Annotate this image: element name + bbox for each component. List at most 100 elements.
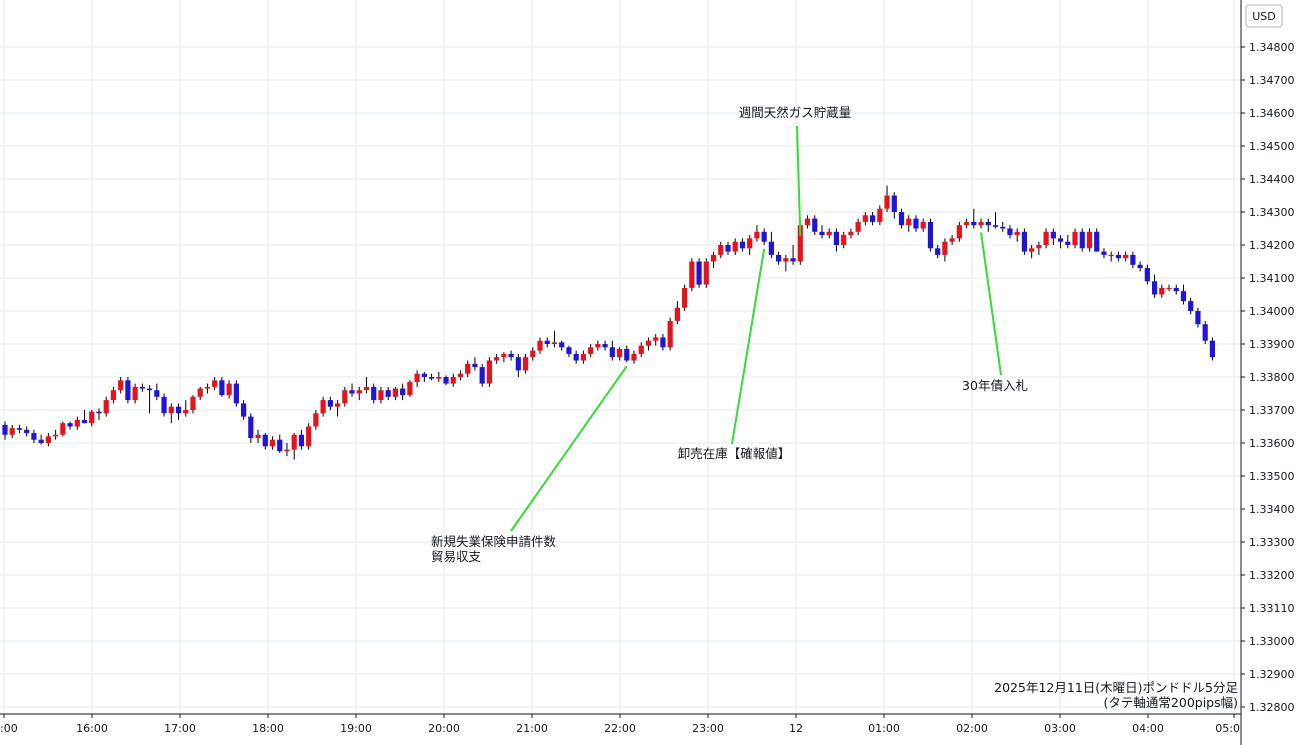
candle-body-down [927, 221, 934, 249]
candle-body-down [566, 347, 572, 354]
candle [631, 350, 637, 364]
candle-body-down [971, 221, 977, 226]
candle-body-up [291, 434, 297, 450]
time-axis[interactable]: :00 16:00 17:00 18:00 19:00 20:00 21:00 22:00 23… [0, 713, 1241, 735]
candle-body-down [161, 396, 167, 414]
candle [935, 245, 941, 259]
candle [645, 337, 652, 351]
candle [1209, 337, 1216, 361]
candle [508, 350, 514, 361]
candle-body-down [812, 218, 818, 232]
candle-body-up [797, 225, 803, 262]
candle-body-down [298, 434, 305, 447]
candle [89, 410, 95, 427]
candle [689, 258, 695, 292]
candle [906, 215, 912, 232]
candle-body-up [862, 215, 868, 222]
candle [226, 380, 232, 399]
candle-body-down [1180, 291, 1187, 302]
candle [559, 340, 565, 351]
candle [1021, 228, 1028, 255]
candle-body-down [479, 367, 485, 384]
candle-body-up [450, 377, 456, 384]
candle [884, 185, 890, 212]
candle [472, 357, 478, 371]
candle-body-up [74, 419, 80, 427]
candle-body-up [537, 340, 543, 351]
candle [1065, 235, 1071, 249]
candle [624, 345, 630, 363]
price-tick-label: 1.34500 [1249, 140, 1295, 153]
candle-body-up [804, 218, 811, 226]
candle [682, 284, 688, 311]
candle-body-up [580, 353, 586, 361]
candle [118, 377, 124, 394]
candle-body-down [985, 221, 991, 226]
candle-body-up [631, 353, 637, 361]
candle-body-down [1079, 231, 1085, 249]
price-tick-label: 1.34600 [1249, 107, 1295, 120]
candle [653, 334, 659, 346]
candle [1115, 251, 1122, 262]
candle-body-down [248, 416, 254, 439]
candle [457, 370, 464, 381]
candle [320, 396, 326, 417]
candle-body-down [768, 241, 774, 255]
candle [277, 434, 283, 453]
candle-body-down [1188, 301, 1194, 311]
candle [31, 429, 37, 443]
candle-body-down [725, 245, 731, 252]
time-tick-label: 19:00 [340, 722, 372, 735]
candle-body-down [443, 377, 449, 384]
candle [790, 245, 796, 265]
price-tick-label: 1.33200 [1249, 569, 1295, 582]
candle-body-down [1021, 231, 1028, 252]
candle [602, 340, 608, 351]
candle [732, 238, 738, 255]
candle-body-down [609, 347, 615, 358]
annotation-leader [980, 232, 1002, 376]
candle-body-up [884, 195, 890, 209]
grid [0, 0, 1240, 714]
candle-body-up [754, 231, 760, 239]
candle-body-up [530, 350, 536, 358]
candle-body-down [472, 363, 478, 368]
candle-body-down [262, 434, 268, 447]
candle [747, 235, 753, 255]
candle [978, 218, 984, 229]
candle [667, 317, 673, 351]
candle-body-down [624, 348, 630, 361]
currency-label-box[interactable] [1245, 4, 1283, 28]
time-tick-label: 04:00 [1132, 722, 1164, 735]
candle-body-up [465, 363, 471, 374]
candle-body-up [674, 307, 680, 321]
candle-body-down [1094, 231, 1100, 252]
candle-body-up [414, 373, 420, 382]
time-tick-label: 18:00 [252, 722, 284, 735]
candle-body-up [356, 390, 362, 394]
candle [1144, 264, 1150, 285]
candle-body-up [963, 221, 970, 226]
candle [898, 208, 905, 229]
candle-body-down [559, 342, 565, 348]
annotation-leader [731, 248, 766, 445]
candle-body-down [371, 386, 377, 401]
candle [414, 370, 420, 387]
candle [913, 215, 919, 232]
time-tick-label: 21:00 [516, 722, 548, 735]
candle [638, 342, 644, 358]
annotation-leader [510, 365, 628, 532]
candle-body-up [978, 221, 984, 226]
candle [1108, 251, 1114, 262]
candle [298, 429, 305, 450]
candle-body-up [1166, 287, 1172, 290]
price-axis[interactable]: 1.34800 1.34700 1.34600 1.34500 1.34400 1.343… [1240, 0, 1295, 745]
candle-body-down [277, 439, 283, 452]
candle-body-down [31, 433, 37, 440]
candle [1072, 228, 1078, 249]
candle [537, 337, 543, 354]
candle [494, 353, 500, 364]
candle-body-up [226, 383, 232, 396]
candle [1173, 284, 1179, 295]
